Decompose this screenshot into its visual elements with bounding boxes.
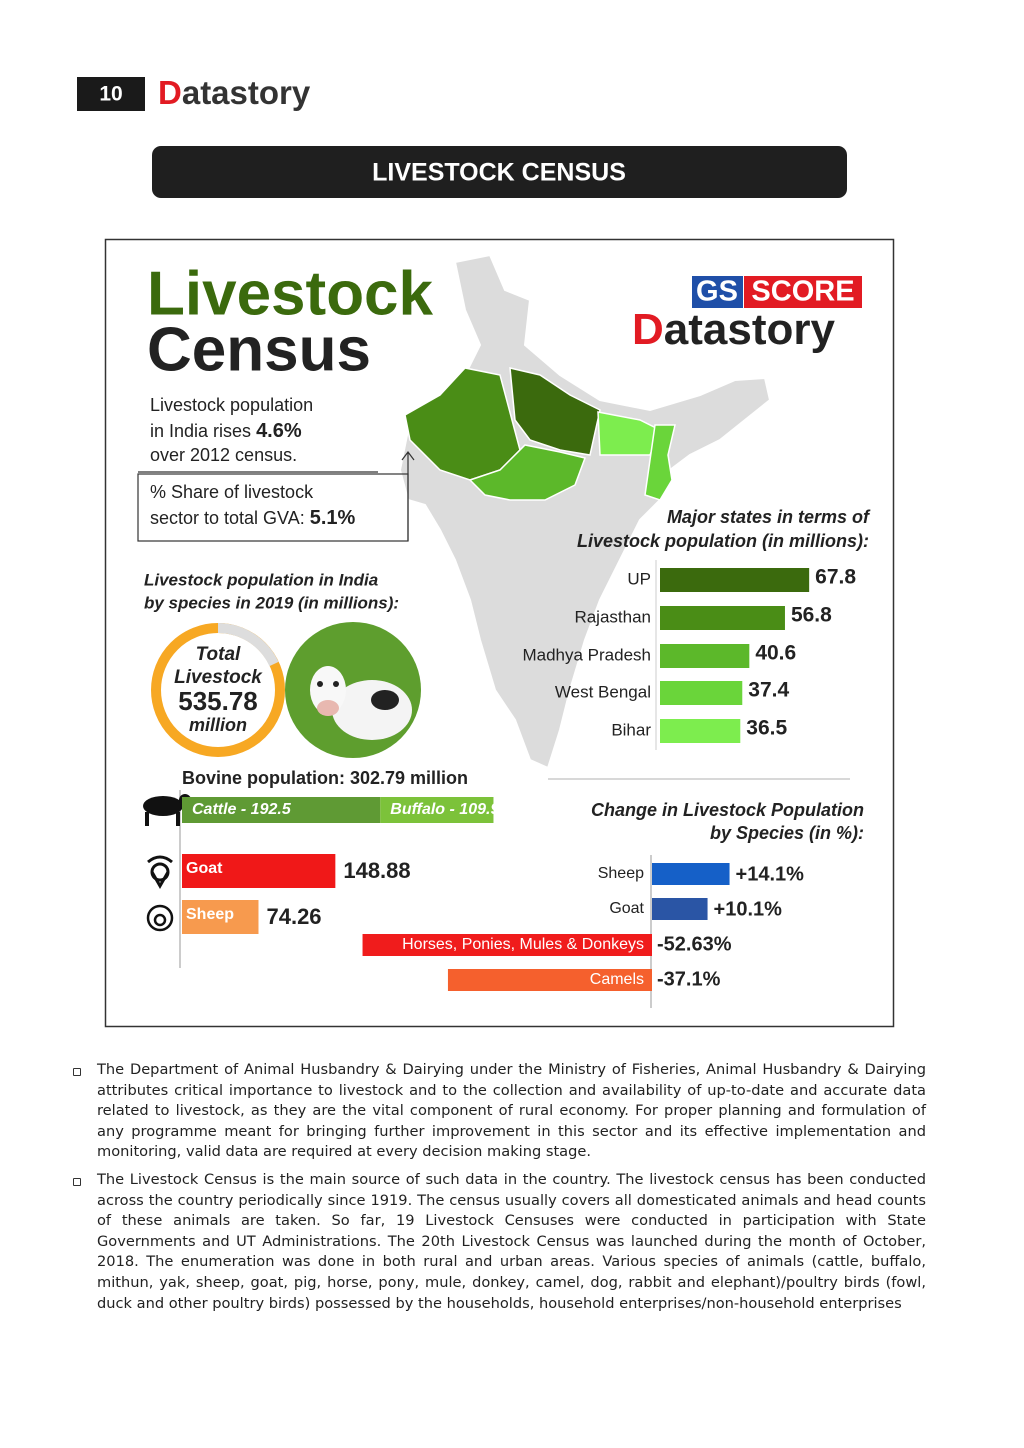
change-label: Camels [590, 971, 644, 988]
total-ring-gap [217, 623, 279, 667]
change-value: +10.1% [714, 898, 783, 920]
logo-gs-box [692, 276, 743, 308]
brand-initial: D [158, 74, 182, 111]
state-label: Madhya Pradesh [522, 645, 651, 664]
state-bar [660, 568, 810, 592]
species-title: by species in 2019 (in millions): [144, 593, 399, 612]
state-bar [660, 681, 743, 705]
species-label: Sheep [186, 906, 234, 923]
change-label: Goat [609, 900, 644, 917]
state-label: UP [627, 569, 651, 588]
species-value: 74.26 [266, 904, 321, 929]
bovine-label: Buffalo - 109.9 [390, 801, 499, 818]
total-unit: million [189, 715, 247, 735]
species-title: Livestock population in India [144, 570, 378, 589]
rise-figure: 4.6% [256, 420, 302, 442]
change-bar [362, 934, 652, 956]
change-title: Change in Livestock Population [591, 800, 864, 820]
title-line: Livestock [147, 259, 434, 328]
gva-line-text: sector to total GVA: [150, 508, 310, 528]
bullet-paragraph: The Department of Animal Husbandry & Dai… [73, 1060, 926, 1163]
change-value: -52.63% [657, 933, 732, 955]
change-bar [652, 863, 730, 885]
bovine-bar [380, 797, 494, 823]
species-value: 148.88 [343, 858, 410, 883]
bovine-label: Cattle - 192.5 [192, 801, 292, 818]
banner-title: LIVESTOCK CENSUS [372, 159, 626, 187]
state-value: 36.5 [746, 717, 787, 740]
rise-line: Livestock population [150, 395, 313, 415]
bullet-paragraph: The Livestock Census is the main source … [73, 1170, 926, 1314]
logo-brand-rest: atastory [664, 305, 836, 354]
state-label: Bihar [611, 720, 651, 739]
change-label: Sheep [598, 865, 644, 882]
species-bar [182, 854, 336, 888]
change-bar [447, 969, 652, 991]
bovine-bar [182, 797, 381, 823]
cow-icon [310, 666, 412, 740]
map-west-bengal [644, 424, 676, 501]
gva-box [137, 473, 409, 542]
states-title: Livestock population (in millions): [577, 531, 869, 551]
map-mp [468, 444, 586, 501]
change-value: -37.1% [657, 968, 721, 990]
rise-line: over 2012 census. [150, 445, 297, 465]
total-value: 535.78 [178, 686, 258, 716]
state-bar [660, 606, 785, 630]
states-title: Major states in terms of [667, 507, 871, 527]
logo-score-box [744, 276, 862, 308]
banner [152, 146, 847, 198]
map-up [509, 367, 601, 456]
brand-rest: atastory [182, 74, 311, 111]
change-value: +14.1% [736, 863, 805, 885]
state-value: 67.8 [815, 566, 856, 589]
change-title: by Species (in %): [710, 823, 864, 843]
logo-score: SCORE [751, 276, 854, 308]
rise-line-text: in India rises [150, 421, 256, 441]
logo-brand-initial: D [632, 305, 664, 354]
gva-line: sector to total GVA: 5.1% [150, 507, 356, 529]
total-label: Total [196, 644, 241, 665]
page-number: 10 [99, 83, 122, 106]
state-value: 40.6 [755, 642, 796, 665]
species-bar [182, 900, 259, 934]
state-bar [660, 644, 750, 668]
bullet-list: The Department of Animal Husbandry & Dai… [73, 1060, 926, 1321]
total-label: Livestock [174, 667, 263, 688]
gva-line: % Share of livestock [150, 482, 314, 502]
gva-figure: 5.1% [310, 507, 356, 529]
page-number-box [77, 77, 145, 111]
species-label: Goat [186, 860, 223, 877]
state-value: 56.8 [791, 604, 832, 627]
state-label: Rajasthan [574, 607, 651, 626]
page-graphics: 10 Datastory LIVESTOCK CENSUS Livestock … [77, 74, 895, 1028]
rise-line: in India rises 4.6% [150, 420, 302, 442]
change-bar [652, 898, 708, 920]
title-line: Census [147, 315, 371, 384]
goat-icon [147, 855, 173, 890]
bovine-title: Bovine population: 302.79 million [182, 768, 468, 788]
logo-gs: GS [696, 276, 738, 308]
state-bar [660, 719, 741, 743]
logo-brand: Datastory [632, 305, 835, 354]
state-value: 37.4 [748, 679, 789, 702]
state-label: West Bengal [555, 682, 651, 701]
brand: Datastory [158, 74, 311, 111]
change-label: Horses, Ponies, Mules & Donkeys [402, 936, 644, 953]
sheep-icon [146, 904, 174, 932]
